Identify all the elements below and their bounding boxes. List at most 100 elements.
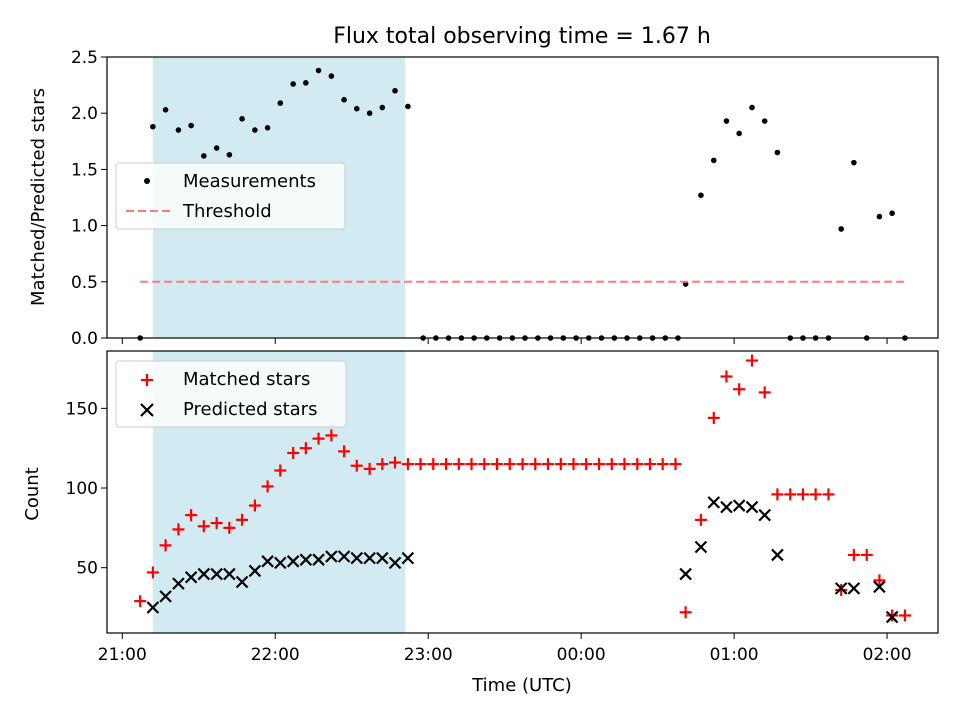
- bottom-legend-box: [115, 360, 347, 428]
- predicted-stars-point: [261, 555, 274, 568]
- matched-stars-point: [631, 458, 644, 471]
- matched-stars-point: [554, 458, 567, 471]
- matched-stars-point: [185, 509, 198, 522]
- predicted-stars-point: [248, 564, 262, 578]
- bottom-x-axis-ticks: 21:00 22:00 23:00 00:00 01:00 02:00: [98, 633, 912, 665]
- predicted-stars-point: [732, 499, 746, 512]
- x-b: [210, 567, 223, 581]
- measurement-point: [353, 105, 360, 112]
- matched-stars-point: [401, 458, 414, 471]
- x-b: [376, 551, 389, 565]
- matched-stars-point: [465, 458, 478, 471]
- matched-stars-point: [261, 480, 274, 493]
- x-b: [707, 496, 721, 509]
- y-tick-label: 150: [66, 399, 98, 419]
- matched-stars-point: [580, 458, 593, 471]
- x-tick-label: 01:00: [710, 645, 759, 665]
- measurement-point: [876, 213, 883, 220]
- matched-stars-point: [363, 462, 376, 475]
- matched-stars-point: [860, 548, 873, 561]
- measurement-point: [213, 145, 220, 151]
- measurement-point: [188, 122, 194, 129]
- bottom-series-layer: [134, 354, 911, 624]
- measurement-point: [150, 123, 156, 130]
- x-tick-label: 23:00: [404, 645, 453, 665]
- x-tick-label: 22:00: [251, 645, 300, 665]
- matched-stars-point: [146, 566, 159, 579]
- predicted-stars-point: [184, 570, 198, 584]
- predicted-stars-point: [210, 567, 223, 581]
- matched-stars-point: [529, 458, 542, 471]
- x-b: [679, 567, 692, 581]
- predicted-stars-point: [707, 496, 721, 509]
- x-b: [337, 550, 351, 563]
- predicted-stars-point: [299, 553, 313, 566]
- matched-stars-point: [758, 386, 771, 399]
- x-b: [274, 556, 287, 570]
- x-b: [146, 601, 160, 614]
- predicted-stars-point: [885, 610, 899, 624]
- matched-stars-point: [440, 458, 453, 471]
- y-tick-label: 100: [66, 479, 98, 499]
- legend-label-matched: Matched stars: [183, 369, 310, 390]
- measurement-point: [851, 159, 857, 166]
- matched-stars-point: [197, 520, 210, 533]
- predicted-stars-point: [847, 582, 861, 595]
- x-b: [758, 508, 771, 522]
- predicted-stars-point: [350, 551, 364, 565]
- matched-stars-point: [516, 458, 529, 471]
- matched-stars-point: [847, 548, 860, 561]
- measurement-point: [239, 116, 245, 122]
- measurement-point: [710, 157, 717, 164]
- predicted-stars-point: [745, 500, 759, 514]
- bottom-x-axis-label: Time (UTC): [471, 675, 572, 696]
- bottom-y-axis-ticks: 50 100 150: [66, 399, 107, 579]
- measurement-point: [264, 125, 271, 131]
- predicted-stars-point: [197, 567, 211, 581]
- x-b: [299, 553, 313, 566]
- x-b: [732, 499, 746, 512]
- bottom-legend: Matched stars Predicted stars: [115, 360, 347, 428]
- x-b: [223, 567, 236, 581]
- predicted-stars-point: [337, 550, 351, 563]
- bottom-y-axis-label: Count: [22, 467, 43, 520]
- predicted-stars-point: [720, 500, 733, 514]
- x-b: [261, 555, 274, 568]
- matched-stars-point: [210, 517, 223, 530]
- matched-stars-point: [389, 456, 402, 469]
- predicted-stars-point: [159, 590, 172, 603]
- matched-stars-point: [873, 574, 886, 587]
- x-b: [834, 582, 848, 595]
- matched-stars-point: [796, 488, 809, 501]
- measurement-point: [761, 118, 768, 124]
- x-b: [197, 567, 211, 581]
- legend-marker-predicted: [140, 403, 154, 417]
- x-b: [184, 570, 198, 584]
- top-axes-frame: [106, 56, 939, 339]
- measurement-point: [749, 104, 755, 111]
- x-b: [885, 610, 899, 624]
- matched-stars-point: [656, 458, 669, 471]
- matched-stars-point: [746, 354, 759, 367]
- matched-stars-point: [835, 583, 848, 596]
- top-panel: 0.0 0.5 1.0 1.5 2.0 2.5 Matched/Predicted sta…: [28, 48, 939, 349]
- matched-stars-point: [593, 458, 606, 471]
- measurement-point: [723, 118, 730, 124]
- x-b: [248, 564, 262, 578]
- predicted-stars-point: [325, 550, 338, 563]
- matched-stars-point: [325, 429, 338, 442]
- measurement-point: [290, 81, 296, 87]
- matched-stars-point: [541, 458, 554, 471]
- measurement-point: [379, 104, 386, 111]
- top-legend-box: [115, 162, 346, 230]
- predicted-stars-point: [376, 551, 389, 565]
- y-tick-label: 1.0: [71, 217, 98, 237]
- predicted-stars-point: [363, 551, 376, 565]
- predicted-stars-point: [694, 540, 708, 554]
- top-legend: Measurements Threshold: [115, 162, 346, 230]
- matched-stars-point: [427, 458, 440, 471]
- x-tick-label: 21:00: [98, 645, 147, 665]
- matched-stars-point: [414, 458, 427, 471]
- x-b: [325, 550, 338, 563]
- predicted-stars-point: [172, 577, 185, 590]
